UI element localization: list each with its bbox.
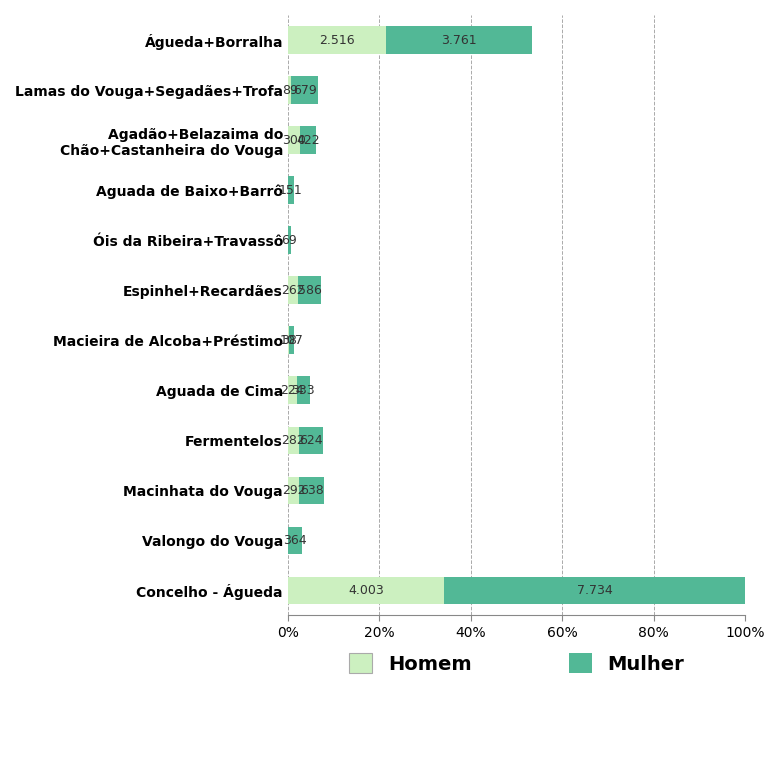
Bar — [386, 26, 533, 54]
Text: 282: 282 — [282, 434, 305, 447]
Bar — [444, 577, 745, 604]
Text: 586: 586 — [297, 284, 321, 297]
Bar — [288, 26, 386, 54]
Bar — [288, 226, 291, 254]
Bar — [288, 126, 300, 154]
Text: 364: 364 — [283, 534, 307, 547]
Bar — [288, 276, 298, 304]
Bar — [299, 426, 323, 454]
Bar — [288, 176, 294, 204]
Bar — [288, 577, 444, 604]
Text: 7.734: 7.734 — [576, 584, 612, 597]
Text: 224: 224 — [281, 384, 304, 397]
Bar — [288, 527, 302, 554]
Text: 151: 151 — [279, 184, 303, 197]
Text: 638: 638 — [300, 484, 324, 497]
Text: 679: 679 — [292, 83, 317, 97]
Text: 38: 38 — [281, 334, 296, 347]
Bar — [288, 426, 299, 454]
Bar — [289, 326, 293, 354]
Text: 422: 422 — [296, 133, 320, 147]
Text: 107: 107 — [279, 334, 303, 347]
Bar — [288, 326, 289, 354]
Text: 292: 292 — [282, 484, 305, 497]
Text: 300: 300 — [282, 133, 306, 147]
Text: 624: 624 — [300, 434, 323, 447]
Bar — [291, 76, 317, 104]
Bar — [298, 276, 321, 304]
Text: 3.761: 3.761 — [441, 33, 477, 46]
Text: 4.003: 4.003 — [348, 584, 384, 597]
Legend: Homem, Mulher: Homem, Mulher — [339, 643, 694, 684]
Bar — [296, 376, 310, 404]
Text: 89: 89 — [282, 83, 297, 97]
Text: 333: 333 — [291, 384, 315, 397]
Bar — [288, 376, 296, 404]
Bar — [288, 76, 291, 104]
Bar — [288, 477, 300, 504]
Text: 2.516: 2.516 — [319, 33, 355, 46]
Text: 69: 69 — [282, 234, 297, 247]
Text: 262: 262 — [281, 284, 305, 297]
Bar — [300, 126, 316, 154]
Bar — [300, 477, 324, 504]
